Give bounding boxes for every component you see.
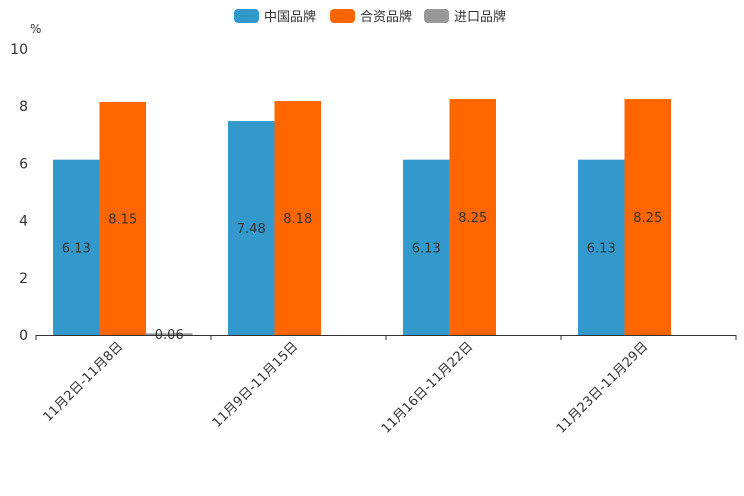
- data-labels: 6.138.150.067.488.186.138.256.138.25: [62, 211, 662, 343]
- legend-swatch-2[interactable]: [330, 9, 355, 23]
- data-label: 8.15: [108, 212, 137, 227]
- data-label: 8.25: [633, 211, 662, 226]
- legend-swatch-1[interactable]: [234, 9, 259, 23]
- legend-label-2[interactable]: 合资品牌: [360, 9, 412, 25]
- bar-中国品牌-4[interactable]: [578, 159, 625, 335]
- data-label: 6.13: [412, 241, 441, 256]
- legend-label-3[interactable]: 进口品牌: [454, 9, 506, 25]
- y-tick-label: 8: [19, 99, 28, 115]
- bar-合资品牌-4[interactable]: [624, 99, 672, 335]
- y-tick-label: 10: [10, 42, 28, 58]
- data-label: 6.13: [587, 241, 616, 256]
- data-label: 7.48: [237, 222, 266, 237]
- bar-合资品牌-1[interactable]: [99, 101, 147, 335]
- y-tick-label: 2: [19, 271, 28, 287]
- bars: [53, 99, 672, 336]
- bar-合资品牌-3[interactable]: [449, 99, 497, 335]
- data-label: 8.25: [458, 211, 487, 226]
- data-label: 8.18: [283, 212, 312, 227]
- y-tick-label: 6: [19, 156, 28, 172]
- x-axis-ticks: 11月2日-11月8日 11月9日-11月15日 11月16日-11月22日 11月2…: [35, 335, 737, 437]
- bar-中国品牌-3[interactable]: [403, 159, 450, 335]
- x-tick-label: 11月23日-11月29日: [554, 339, 651, 436]
- x-tick-label: 11月9日-11月15日: [210, 339, 302, 431]
- legend: 中国品牌 合资品牌 进口品牌: [234, 9, 506, 25]
- bar-进口品牌-1[interactable]: [146, 333, 193, 335]
- bar-中国品牌-2[interactable]: [228, 121, 275, 336]
- data-label: 6.13: [62, 241, 91, 256]
- x-tick-label: 11月16日-11月22日: [379, 339, 476, 436]
- legend-swatch-3[interactable]: [424, 9, 449, 23]
- y-tick-label: 0: [19, 328, 28, 344]
- legend-label-1[interactable]: 中国品牌: [264, 9, 316, 25]
- bar-合资品牌-2[interactable]: [274, 101, 322, 335]
- y-tick-label: 4: [19, 214, 28, 230]
- bar-中国品牌-1[interactable]: [53, 159, 100, 335]
- y-axis-ticks: 0 2 4 6 8 10: [10, 42, 28, 344]
- y-axis-unit: %: [30, 22, 41, 36]
- x-tick-label: 11月2日-11月8日: [41, 339, 127, 425]
